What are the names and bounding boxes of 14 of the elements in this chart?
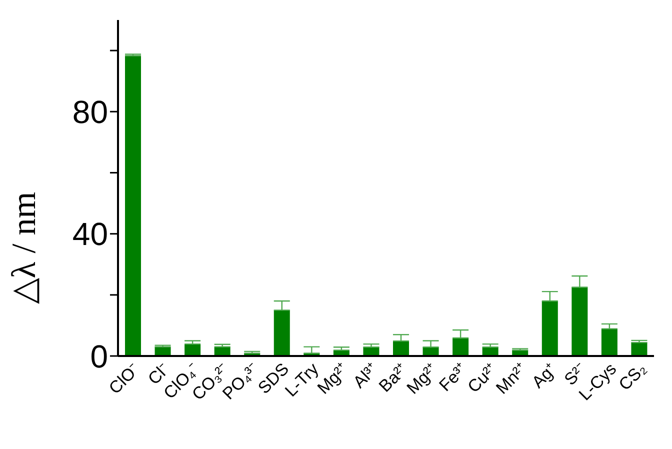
bar <box>542 301 558 356</box>
y-axis-title: △λ / nm <box>6 192 44 304</box>
bar <box>572 287 588 356</box>
x-tick-label: S²⁻ <box>560 359 590 390</box>
bar <box>125 56 141 356</box>
bar <box>274 310 290 356</box>
bar <box>393 341 409 356</box>
x-tick-label: CS₂ <box>615 359 650 394</box>
y-tick-label: 0 <box>90 338 108 374</box>
bar <box>452 338 469 356</box>
y-tick-label: 40 <box>72 216 108 252</box>
x-tick-label: Ag⁺ <box>528 359 561 392</box>
y-tick-label: 80 <box>72 94 108 130</box>
bar <box>601 328 618 356</box>
